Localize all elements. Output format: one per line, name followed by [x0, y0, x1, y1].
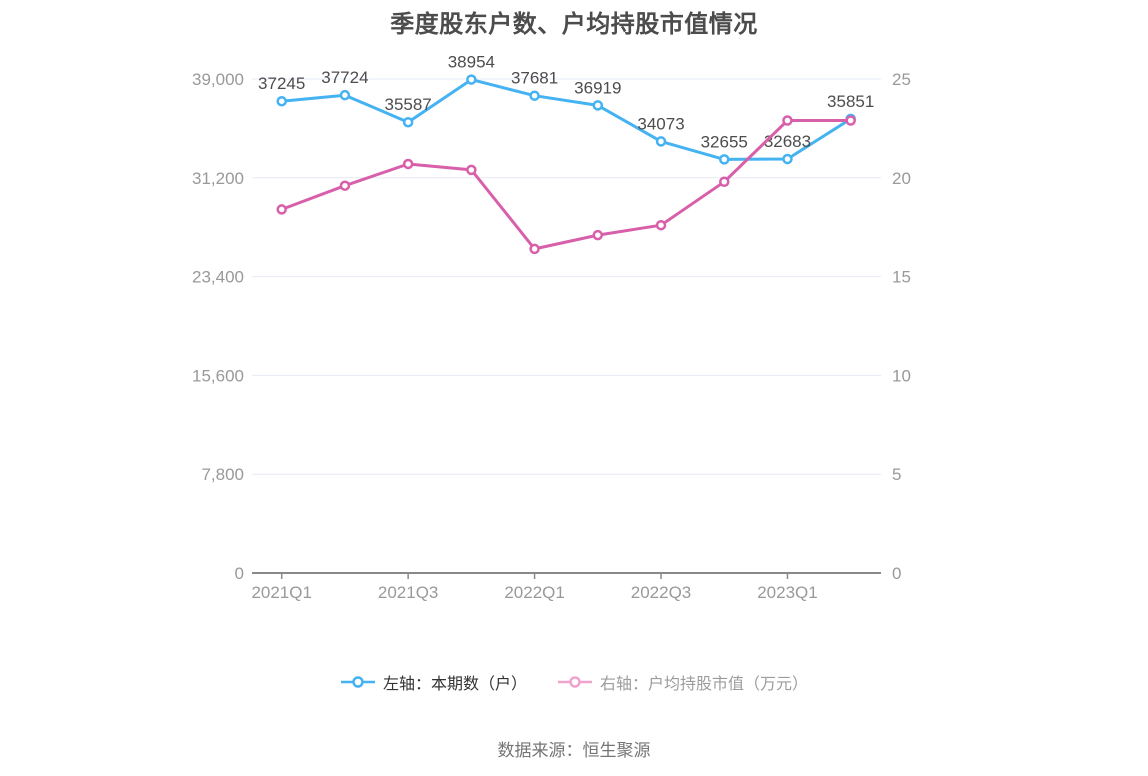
- blue-line-marker-icon: [340, 676, 375, 688]
- data-point-label: 37681: [511, 69, 558, 88]
- chart-legend: 左轴：本期数（户） 右轴：户均持股市值（万元）: [0, 670, 1148, 694]
- x-axis-tick-label: 2022Q1: [504, 583, 565, 602]
- data-point-marker: [529, 243, 540, 255]
- right-axis-tick-label: 5: [892, 465, 901, 484]
- right-axis-tick-label: 0: [892, 564, 901, 583]
- x-axis-tick-label: 2023Q1: [757, 583, 818, 602]
- data-point-label: 35851: [827, 92, 874, 111]
- data-point-marker: [655, 219, 667, 231]
- right-axis-tick-label: 25: [892, 70, 911, 89]
- data-point-label: 34073: [637, 114, 684, 133]
- data-point-label: 37245: [258, 74, 305, 93]
- x-axis-tick-label: 2022Q3: [631, 583, 692, 602]
- data-point-marker: [845, 115, 856, 126]
- data-point-marker: [718, 154, 730, 165]
- data-point-label: 36919: [574, 78, 621, 97]
- line-chart: 0 0 7,800 5 15,600 10 23,400 15 31,200 20 39,000 25…: [192, 53, 911, 602]
- data-point-marker: [782, 115, 793, 126]
- legend-label: 左轴：本期数（户）: [382, 676, 527, 693]
- left-axis-tick-label: 15,600: [192, 366, 244, 385]
- data-point-marker: [402, 116, 414, 128]
- data-source-note: 数据来源：恒生聚源: [497, 741, 651, 760]
- x-axis-tick-label: 2021Q3: [378, 583, 439, 602]
- data-point-marker: [655, 136, 667, 147]
- right-axis-tick-label: 20: [892, 169, 911, 188]
- data-point-label: 35587: [384, 95, 431, 114]
- chart-title: 季度股东户数、户均持股市值情况: [390, 11, 758, 38]
- left-axis-tick-label: 0: [235, 564, 244, 583]
- series-line: [280, 119, 853, 251]
- right-axis-tick-label: 15: [892, 268, 911, 287]
- data-point-label: 37724: [321, 68, 368, 87]
- legend-item-market-value[interactable]: 右轴：户均持股市值（万元）: [557, 670, 808, 694]
- data-point-marker: [529, 90, 540, 101]
- left-axis-tick-label: 31,200: [192, 169, 244, 188]
- left-axis-tick-label: 39,000: [192, 70, 244, 89]
- data-point-label: 32683: [764, 132, 811, 151]
- data-point-marker: [276, 95, 287, 107]
- data-point-marker: [466, 74, 477, 85]
- data-point-marker: [339, 180, 351, 191]
- pink-line-marker-icon: [558, 676, 592, 688]
- data-point-marker: [718, 176, 730, 188]
- right-axis-tick-label: 10: [892, 366, 911, 385]
- data-point-marker: [782, 153, 793, 165]
- x-axis-tick-label: 2021Q1: [251, 583, 312, 602]
- series-line: [280, 78, 853, 161]
- data-point-marker: [592, 100, 604, 111]
- legend-item-shareholder-count[interactable]: 左轴：本期数（户）: [340, 670, 527, 694]
- data-point-label: 32655: [701, 132, 748, 151]
- data-point-label: 38954: [448, 53, 495, 72]
- data-point-marker: [592, 229, 604, 241]
- data-point-marker: [402, 158, 414, 170]
- data-point-marker: [339, 89, 351, 101]
- left-axis-tick-label: 7,800: [201, 465, 244, 484]
- legend-label: 右轴：户均持股市值（万元）: [600, 676, 809, 693]
- data-point-marker: [276, 204, 287, 215]
- left-axis-tick-label: 23,400: [192, 268, 244, 287]
- data-point-marker: [466, 164, 477, 176]
